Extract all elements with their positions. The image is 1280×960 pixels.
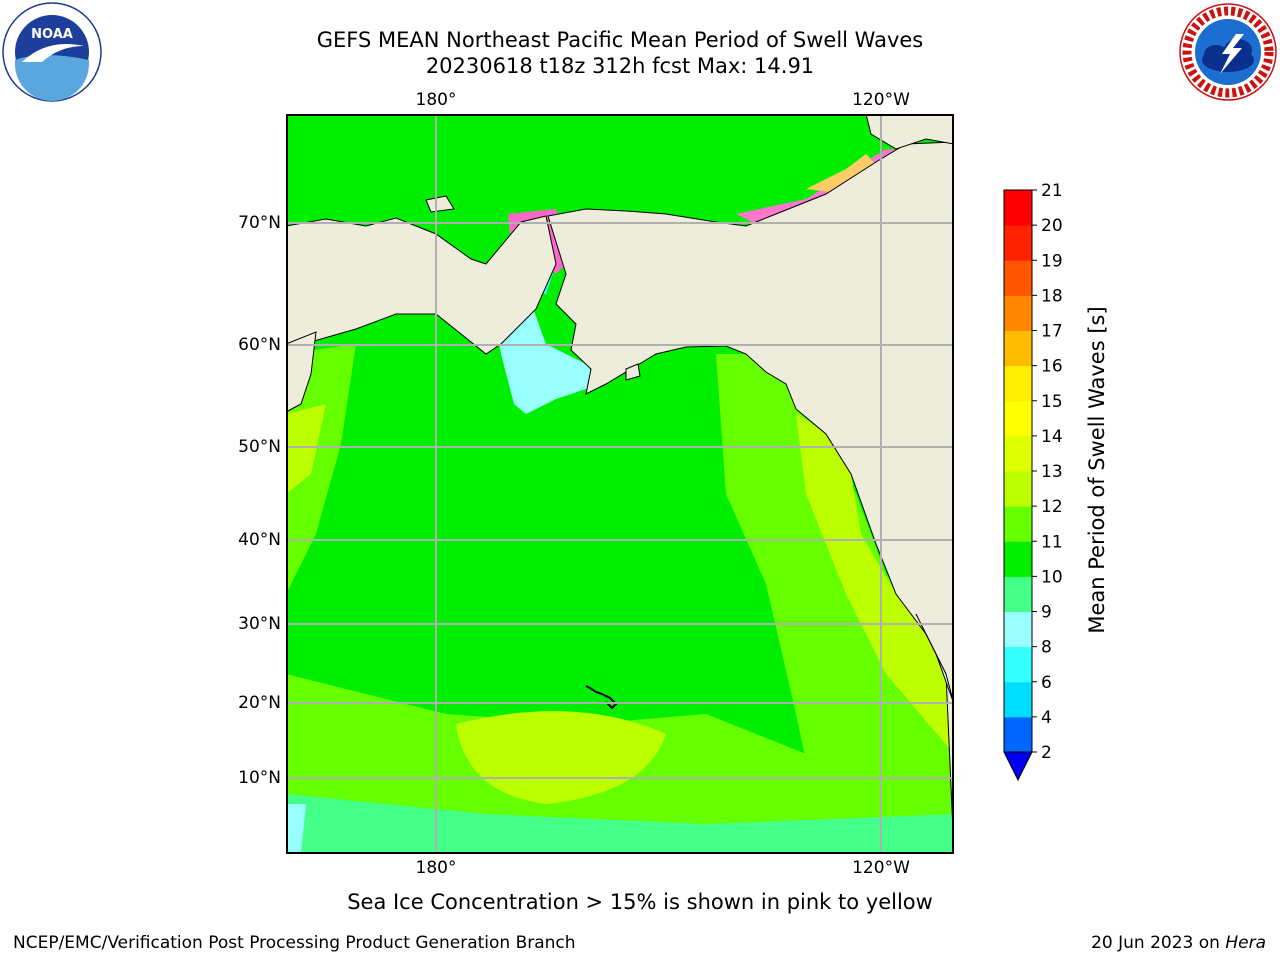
colorbar-tick-label: 11 <box>1041 532 1063 552</box>
footer-date-text: 20 Jun 2023 on <box>1091 933 1226 953</box>
colorbar-segment <box>1004 190 1032 226</box>
colorbar-segment <box>1004 541 1032 577</box>
colorbar-tick-label: 18 <box>1041 286 1063 306</box>
colorbar-segment <box>1004 646 1032 683</box>
lat-label-50n: 50°N <box>238 437 281 457</box>
swell-zone-west <box>286 344 356 594</box>
colorbar-tick-label: 19 <box>1041 251 1063 271</box>
colorbar-segment <box>1004 716 1032 753</box>
land-arctic-islands <box>865 114 954 150</box>
colorbar-segment <box>1004 681 1032 718</box>
colorbar-tick-label: 6 <box>1041 673 1052 693</box>
nws-logo <box>1179 3 1277 101</box>
svg-text:NOAA: NOAA <box>31 27 73 42</box>
colorbar-segment <box>1004 611 1032 648</box>
footer-machine: Hera <box>1225 933 1266 953</box>
lat-label-10n: 10°N <box>238 768 281 788</box>
colorbar-tick-label: 17 <box>1041 322 1063 342</box>
swell-period-map <box>286 114 954 854</box>
colorbar-segment <box>1004 365 1032 402</box>
colorbar-title: Mean Period of Swell Waves [s] <box>1085 306 1109 634</box>
colorbar-tick-label: 16 <box>1041 357 1063 377</box>
hawaii-islands <box>585 685 618 710</box>
colorbar-segment <box>1004 506 1032 542</box>
chart-title: GEFS MEAN Northeast Pacific Mean Period … <box>316 28 924 52</box>
land-alaska-canada <box>547 141 954 854</box>
colorbar-tick-label: 20 <box>1041 216 1063 236</box>
colorbar-segment <box>1004 330 1032 367</box>
colorbar-tick-label: 21 <box>1041 181 1063 201</box>
lon-label-bottom-180: 180° <box>415 858 457 878</box>
land-siberia <box>286 215 557 355</box>
land-kodiak <box>625 363 641 381</box>
colorbar-tick-label: 14 <box>1041 427 1063 447</box>
colorbar-segment <box>1004 435 1032 472</box>
colorbar-tick-label: 13 <box>1041 462 1063 482</box>
swell-zone-coastal-yellow <box>796 414 954 754</box>
colorbar: 2 4 6 8 9 10 11 12 13 14 15 16 17 18 19 20 21 <box>1003 181 1063 782</box>
lat-label-60n: 60°N <box>238 335 281 355</box>
colorbar-tick-label: 2 <box>1041 743 1052 763</box>
lat-label-20n: 20°N <box>238 693 281 713</box>
colorbar-tick-label: 15 <box>1041 392 1063 412</box>
colorbar-tick-label: 9 <box>1041 603 1052 623</box>
colorbar-tick-label: 8 <box>1041 638 1052 658</box>
lat-label-70n: 70°N <box>238 213 281 233</box>
colorbar-segment <box>1004 225 1032 261</box>
colorbar-segment <box>1004 260 1032 296</box>
colorbar-tick-label: 4 <box>1041 708 1052 728</box>
land-st-lawrence-island <box>425 195 455 213</box>
colorbar-segment <box>1004 576 1032 612</box>
swell-zone-southwest <box>286 804 306 854</box>
colorbar-tick-label: 10 <box>1041 567 1063 587</box>
footer-credit: NCEP/EMC/Verification Post Processing Pr… <box>13 933 576 953</box>
noaa-logo: NOAA <box>2 2 102 102</box>
lon-label-bottom-120w: 120°W <box>852 858 910 878</box>
graticule <box>286 114 954 854</box>
footer-date: 20 Jun 2023 on Hera <box>1091 933 1266 953</box>
colorbar-segment <box>1004 400 1032 437</box>
colorbar-under-triangle <box>1003 751 1033 782</box>
lat-label-40n: 40°N <box>238 530 281 550</box>
swell-zone-subtropical <box>456 711 666 804</box>
colorbar-tick-label: 12 <box>1041 497 1063 517</box>
land-kamchatka <box>286 331 317 413</box>
lon-label-top-120w: 120°W <box>852 90 910 110</box>
swell-zone-northwest <box>286 404 326 494</box>
map-border <box>286 114 954 854</box>
sea-ice-note: Sea Ice Concentration > 15% is shown in … <box>347 890 933 914</box>
colorbar-segment <box>1004 295 1032 331</box>
lon-label-top-180: 180° <box>415 90 457 110</box>
swell-zone-east-coast <box>716 354 954 854</box>
swell-zone-equatorial <box>286 794 954 854</box>
chart-subtitle: 20230618 t18z 312h fcst Max: 14.91 <box>425 54 815 78</box>
colorbar-segment <box>1004 471 1032 507</box>
land-baja <box>915 613 954 705</box>
lat-label-30n: 30°N <box>238 614 281 634</box>
